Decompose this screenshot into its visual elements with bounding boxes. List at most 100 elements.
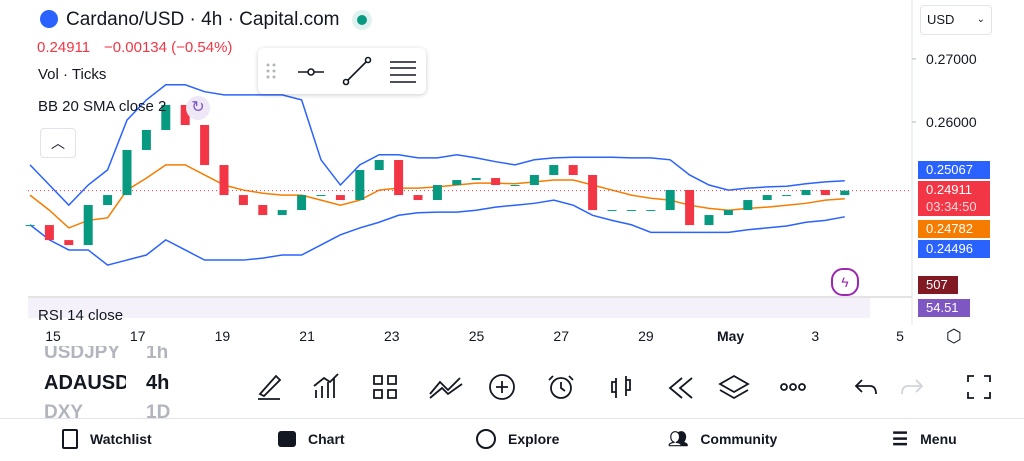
price-change: −0.00134 (−0.54%) bbox=[104, 39, 233, 56]
candle bbox=[103, 195, 113, 206]
nav-divider bbox=[0, 418, 1024, 419]
symbol-prev[interactable]: USDJPY bbox=[44, 346, 121, 362]
candle bbox=[238, 195, 248, 206]
indicator-loading: ↻ bbox=[186, 96, 210, 120]
bottom-toolbar bbox=[258, 373, 991, 400]
upper-band-tag: 0.25067 bbox=[918, 161, 990, 179]
draw-tool[interactable] bbox=[258, 374, 282, 400]
undo[interactable] bbox=[854, 379, 877, 395]
x-tick-label: 25 bbox=[469, 328, 485, 344]
countdown-tag: 03:34:50 bbox=[918, 198, 990, 216]
rewind-tool[interactable] bbox=[668, 377, 693, 399]
lower-band-tag: 0.24496 bbox=[918, 240, 990, 258]
candle bbox=[723, 210, 733, 216]
lower-band bbox=[29, 199, 845, 266]
candle bbox=[83, 205, 93, 246]
rsi-tag: 54.51 bbox=[918, 299, 970, 317]
candle bbox=[840, 190, 850, 196]
x-tick-label: 23 bbox=[384, 328, 400, 344]
candle bbox=[607, 210, 617, 212]
alert-icon[interactable]: ϟ bbox=[831, 268, 859, 296]
x-tick-label: 5 bbox=[896, 328, 904, 344]
x-tick-label: 21 bbox=[299, 328, 315, 344]
candle bbox=[141, 129, 151, 150]
candle bbox=[588, 174, 598, 211]
volume-legend[interactable]: Vol · Ticks bbox=[38, 66, 107, 83]
upper-band bbox=[29, 84, 845, 207]
candle bbox=[219, 165, 229, 196]
candle bbox=[44, 225, 54, 241]
candle bbox=[665, 190, 675, 211]
last-price-tag: 0.24911 bbox=[918, 181, 990, 199]
add-tool[interactable] bbox=[489, 374, 515, 400]
rsi-pane bbox=[28, 298, 870, 318]
currency-label: USD bbox=[927, 12, 955, 27]
interval-prev[interactable]: 1h bbox=[146, 346, 169, 362]
collapse-legend[interactable]: ︿ bbox=[40, 128, 76, 158]
symbol-icon bbox=[40, 10, 58, 28]
candle bbox=[316, 195, 326, 197]
rsi-legend[interactable]: RSI 14 close bbox=[38, 307, 124, 321]
drawing-toolbar bbox=[258, 48, 426, 94]
replay-tool[interactable] bbox=[550, 377, 572, 399]
x-tick-label: May bbox=[717, 328, 744, 344]
candle bbox=[200, 124, 210, 166]
candle bbox=[297, 195, 307, 211]
candle bbox=[529, 174, 539, 186]
candle bbox=[180, 104, 190, 125]
interval-next[interactable]: 1D bbox=[146, 402, 171, 418]
candle bbox=[452, 180, 462, 186]
candle bbox=[471, 178, 481, 181]
nav-explore[interactable]: Explore bbox=[476, 428, 559, 450]
candle bbox=[161, 104, 171, 130]
candle bbox=[432, 185, 442, 201]
more-tool[interactable] bbox=[780, 383, 788, 391]
candle bbox=[394, 159, 404, 196]
fullscreen[interactable] bbox=[967, 375, 991, 399]
candle bbox=[277, 210, 287, 216]
candle bbox=[374, 159, 384, 171]
market-status bbox=[352, 10, 372, 30]
chart: 0.27000 0.26000 15 17 19 21 23 25 27 29 May 3 5 bbox=[25, 0, 977, 344]
redo[interactable] bbox=[901, 379, 924, 395]
candle bbox=[762, 195, 772, 201]
basis-tag: 0.24782 bbox=[918, 220, 990, 238]
volume-tag: 507 bbox=[918, 276, 958, 294]
candle bbox=[510, 185, 520, 187]
symbol-title[interactable]: Cardano/USD · 4h · Capital.com bbox=[66, 9, 340, 30]
drawing-tools bbox=[266, 56, 416, 86]
candle bbox=[491, 178, 501, 186]
chart-type-tool[interactable] bbox=[611, 376, 631, 398]
candle bbox=[335, 195, 345, 201]
layers-tool[interactable] bbox=[718, 374, 750, 400]
nav-watchlist[interactable]: Watchlist bbox=[62, 428, 152, 450]
interval-current[interactable]: 4h bbox=[146, 372, 170, 394]
candle bbox=[743, 200, 753, 211]
candle bbox=[413, 195, 423, 201]
nav-chart[interactable]: Chart bbox=[278, 428, 345, 450]
candle bbox=[355, 170, 365, 201]
candle bbox=[626, 210, 636, 212]
candle bbox=[646, 210, 656, 212]
currency-select[interactable]: USD ⌄ bbox=[920, 5, 992, 35]
candle bbox=[122, 149, 132, 196]
indicators-tool[interactable] bbox=[313, 373, 339, 398]
x-tick-label: 19 bbox=[215, 328, 231, 344]
symbol-current[interactable]: ADAUSD bbox=[44, 372, 126, 394]
nav-menu[interactable]: ☰ Menu bbox=[892, 428, 957, 449]
symbol-next[interactable]: DXY bbox=[44, 402, 84, 418]
layouts-tool[interactable] bbox=[373, 375, 397, 399]
x-tick-label: 29 bbox=[638, 328, 654, 344]
x-tick-label: 15 bbox=[45, 328, 61, 344]
candle bbox=[25, 225, 35, 227]
x-tick-label: 3 bbox=[811, 328, 819, 344]
candle bbox=[258, 205, 268, 216]
settings-icon[interactable]: ⬡ bbox=[946, 326, 962, 346]
compare-tool[interactable] bbox=[429, 377, 463, 399]
bb-legend[interactable]: BB 20 SMA close 2 bbox=[38, 98, 167, 115]
y-tick-label: 0.27000 bbox=[926, 51, 977, 67]
candle bbox=[685, 190, 695, 226]
nav-community[interactable]: 👥︎ Community bbox=[668, 431, 778, 448]
candle bbox=[820, 190, 830, 196]
